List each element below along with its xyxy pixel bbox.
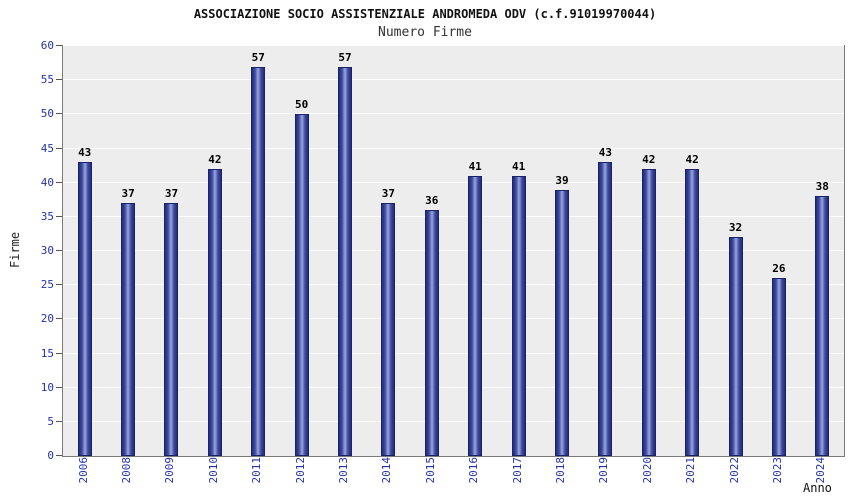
bar <box>598 162 613 456</box>
bar-value-label: 41 <box>468 159 482 173</box>
x-tick-label: 2019 <box>597 457 611 484</box>
bar-value-label: 50 <box>295 98 309 112</box>
y-tick-mark <box>56 147 62 149</box>
bar-value-label: 37 <box>164 187 179 201</box>
gridline <box>63 318 844 320</box>
y-tick-mark <box>56 352 62 354</box>
gridline <box>63 386 844 388</box>
gridline <box>63 352 844 354</box>
x-tick-label: 2018 <box>553 457 567 484</box>
x-tick-label: 2021 <box>684 457 698 484</box>
bar <box>294 114 309 456</box>
x-tick-label: 2012 <box>293 457 307 484</box>
bar-value-label: 43 <box>78 146 92 160</box>
x-tick-label: 2022 <box>727 457 741 484</box>
x-tick-label: 2013 <box>337 457 351 484</box>
y-tick-label: 55 <box>40 73 54 87</box>
y-tick-mark <box>56 45 62 46</box>
y-axis-tick-marks <box>56 45 62 457</box>
bar <box>554 189 569 456</box>
bar-value-label: 38 <box>815 180 829 194</box>
x-tick-label: 2016 <box>467 457 481 484</box>
chart-subtitle: Numero Firme <box>378 25 472 40</box>
bar <box>424 210 439 456</box>
bar <box>338 66 353 456</box>
y-tick-label: 30 <box>40 244 54 257</box>
y-tick-label: 10 <box>40 380 54 394</box>
plot-area: 43 37 37 42 57 50 57 37 36 41 41 39 43 42 42 32 26 38 <box>62 45 845 457</box>
gridline <box>63 79 844 81</box>
gridline <box>63 420 844 422</box>
bar-value-label: 26 <box>772 262 786 276</box>
x-tick-label: 2006 <box>76 457 90 484</box>
bar <box>77 162 92 456</box>
bar <box>381 203 396 456</box>
y-tick-mark <box>56 455 62 456</box>
y-tick-mark <box>56 420 62 422</box>
bar <box>251 66 266 456</box>
gridline <box>63 45 844 46</box>
bar <box>207 169 222 456</box>
bar <box>771 278 786 456</box>
y-tick-mark <box>56 113 62 115</box>
bar <box>468 175 483 456</box>
y-tick-label: 40 <box>40 175 54 189</box>
bar <box>511 175 526 456</box>
bar-value-label: 39 <box>555 173 569 187</box>
bar <box>728 237 743 456</box>
y-tick-label: 35 <box>40 209 54 223</box>
x-tick-label: 2009 <box>163 457 177 484</box>
bar <box>121 203 136 456</box>
y-tick-label: 0 <box>47 449 54 462</box>
y-tick-mark <box>56 215 62 217</box>
x-tick-label: 2010 <box>206 457 220 484</box>
x-tick-label: 2020 <box>640 457 654 484</box>
bar-value-label: 37 <box>121 187 135 201</box>
y-tick-mark <box>56 79 62 81</box>
y-tick-label: 60 <box>40 39 54 52</box>
bar <box>641 169 656 456</box>
y-tick-label: 20 <box>40 312 54 326</box>
bar-value-label: 37 <box>381 187 396 201</box>
y-tick-mark <box>56 284 62 286</box>
gridline <box>63 113 844 115</box>
bar-value-label: 42 <box>208 153 222 166</box>
bar-value-label: 42 <box>685 153 699 166</box>
y-axis-tick-labels: 0 5 10 15 20 25 30 35 40 45 50 55 60 <box>0 39 54 462</box>
x-tick-label: 2014 <box>380 457 394 484</box>
bar-value-label: 36 <box>425 194 439 207</box>
bar <box>685 169 700 456</box>
bar-value-label: 42 <box>642 153 656 166</box>
y-tick-label: 5 <box>47 414 54 428</box>
y-tick-label: 25 <box>40 278 54 292</box>
bar <box>164 203 179 456</box>
gridline <box>63 250 844 251</box>
y-tick-label: 50 <box>40 107 54 121</box>
gridline <box>63 284 844 286</box>
chart-title: ASSOCIAZIONE SOCIO ASSISTENZIALE ANDROME… <box>193 7 657 21</box>
x-tick-label: 2011 <box>250 457 264 484</box>
y-tick-mark <box>56 318 62 320</box>
bar-value-label: 43 <box>598 146 612 160</box>
bar-value-label: 32 <box>728 221 743 235</box>
gridline <box>63 215 844 217</box>
y-tick-label: 45 <box>40 141 54 155</box>
y-tick-mark <box>56 386 62 388</box>
x-tick-label: 2015 <box>423 457 437 484</box>
y-tick-label: 15 <box>40 346 54 360</box>
y-tick-mark <box>56 181 62 183</box>
x-axis-title: Anno <box>803 481 832 495</box>
gridline <box>63 147 844 149</box>
bar-value-label: 57 <box>251 50 265 64</box>
x-tick-label: 2017 <box>510 457 524 484</box>
x-tick-label: 2023 <box>770 457 784 484</box>
bar-value-label: 57 <box>338 50 352 64</box>
x-axis-tick-labels: 2006 2008 2009 2010 2011 2012 2013 2014 2015 2016… <box>62 457 843 499</box>
y-tick-mark <box>56 250 62 251</box>
bar <box>815 196 830 456</box>
bar-value-label: 41 <box>511 159 526 173</box>
gridline <box>63 181 844 183</box>
x-tick-label: 2008 <box>120 457 134 484</box>
